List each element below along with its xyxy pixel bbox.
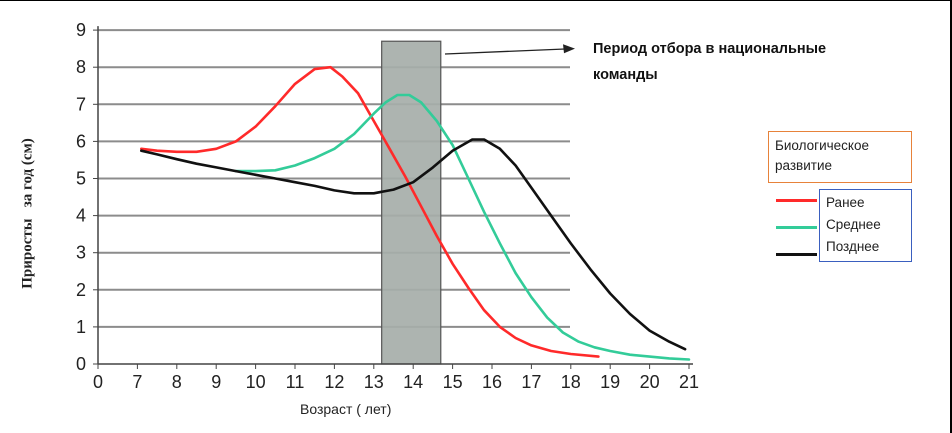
x-tick-label: 16 [482, 372, 502, 392]
x-tick-label: 8 [172, 372, 182, 392]
legend-item-average: Среднее [826, 217, 881, 232]
x-tick-label: 11 [286, 372, 305, 392]
y-tick-label: 0 [76, 354, 86, 374]
y-tick-label: 9 [76, 20, 86, 40]
x-tick-label: 14 [403, 372, 423, 392]
legend-swatch-early [776, 199, 817, 202]
annotation-arrow [444, 44, 575, 55]
legend: Ранее Среднее Позднее [819, 189, 912, 262]
top-border [0, 0, 952, 1]
legend-swatch-average [776, 226, 817, 229]
selection-period-annotation: Период отбора в национальные команды [593, 41, 827, 83]
x-tick-label: 13 [364, 372, 384, 392]
series-lines [140, 65, 691, 361]
y-tick-label: 8 [76, 57, 86, 77]
y-tick-label: 5 [76, 169, 86, 189]
selection-period-band [381, 40, 442, 365]
x-axis-label: Возраст ( лет) [300, 401, 392, 417]
grid-lines [98, 29, 570, 328]
x-tick-label: 0 [93, 372, 103, 392]
legend-item-late: Позднее [826, 239, 880, 254]
series-line-early [140, 65, 600, 358]
x-tick-label: 9 [211, 372, 221, 392]
series-line-late [140, 138, 687, 351]
arrow-head [563, 44, 575, 54]
selection-period-rect [381, 40, 442, 365]
y-tick-label: 3 [76, 243, 86, 263]
x-tick-label: 15 [443, 372, 463, 392]
x-tick-label: 17 [521, 372, 541, 392]
series-line-average [234, 93, 691, 361]
y-tick-label: 2 [76, 280, 86, 300]
y-axis-label: Приросты за год (см) [19, 138, 36, 289]
x-tick-label: 12 [324, 372, 344, 392]
x-tick-label: 21 [679, 372, 699, 392]
y-tick-label: 7 [76, 94, 86, 114]
y-tick-label: 4 [76, 206, 86, 226]
x-tick-label: 20 [640, 372, 660, 392]
x-tick-label: 18 [561, 372, 581, 392]
legend-item-early: Ранее [826, 195, 865, 210]
x-tick-label: 10 [246, 372, 266, 392]
legend-title: Биологическое развитие [768, 131, 912, 183]
right-border [950, 0, 952, 433]
legend-swatch-late [776, 253, 817, 256]
arrow-shaft [444, 48, 566, 55]
y-tick-label: 1 [76, 317, 86, 337]
x-tick-label: 7 [132, 372, 142, 392]
x-tick-label: 19 [600, 372, 620, 392]
y-tick-label: 6 [76, 131, 86, 151]
